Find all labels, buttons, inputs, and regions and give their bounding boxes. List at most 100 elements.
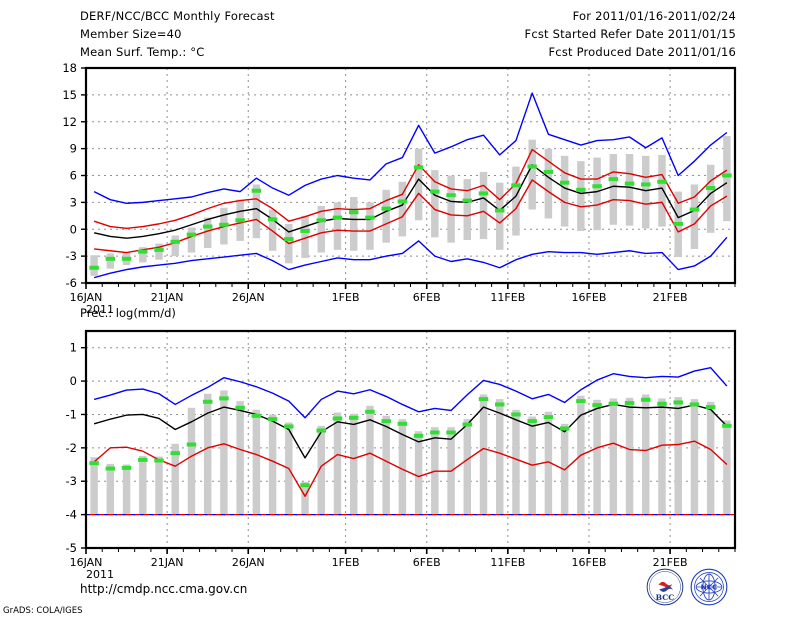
ensemble-spread-bar bbox=[593, 399, 601, 515]
plot-background bbox=[86, 331, 735, 548]
ensemble-spread-bar bbox=[220, 390, 228, 515]
ensemble-spread-bar bbox=[252, 409, 261, 515]
x-axis-tick-label: 11FEB bbox=[490, 556, 525, 569]
ensemble-spread-bar bbox=[658, 154, 666, 227]
median-marker-dash bbox=[397, 199, 408, 204]
series-line-min bbox=[93, 440, 728, 497]
precipitation-variable-label: Prec.: log(mm/d) bbox=[80, 306, 176, 320]
ensemble-spread-bar bbox=[431, 170, 439, 238]
ncc-logo-icon: NCC bbox=[690, 568, 728, 606]
median-marker-dash bbox=[478, 397, 489, 402]
y-axis-tick-label: -6 bbox=[66, 276, 77, 290]
median-marker-dash bbox=[624, 181, 635, 186]
median-marker-dash bbox=[576, 399, 586, 404]
chart-title: DERF/NCC/BCC Monthly Forecast bbox=[80, 9, 275, 23]
ensemble-spread-bar bbox=[560, 155, 569, 227]
median-marker-dash bbox=[592, 403, 602, 408]
x-axis-tick-label: 16FEB bbox=[572, 291, 607, 304]
ensemble-spread-bar bbox=[706, 164, 715, 233]
series-line-mean bbox=[93, 403, 728, 459]
ensemble-spread-bar bbox=[382, 415, 390, 515]
median-marker-dash bbox=[348, 210, 359, 215]
median-marker-dash bbox=[381, 419, 391, 424]
ensemble-spread-bar bbox=[723, 136, 731, 222]
ensemble-spread-bar bbox=[349, 197, 358, 251]
median-marker-dash bbox=[284, 424, 294, 429]
x-axis-tick-label: 26JAN bbox=[232, 291, 265, 304]
ensemble-spread-bar bbox=[544, 148, 553, 219]
y-axis-tick-label: 0 bbox=[70, 374, 77, 388]
panel-precipitation: -5 -4 -3 -2 -1 0 1 16JAN 21JAN 26JAN 1FEB 6FEB 11FEB… bbox=[66, 329, 737, 581]
median-marker-dash bbox=[624, 401, 635, 406]
median-marker-dash bbox=[316, 218, 326, 223]
ensemble-spread-bar bbox=[414, 431, 423, 515]
series-line-min bbox=[93, 236, 728, 279]
x-axis-tick-label: 6FEB bbox=[413, 291, 441, 304]
bcc-logo-icon: BCC bbox=[646, 568, 684, 606]
ensemble-spread-bar bbox=[139, 247, 147, 263]
median-marker-dash bbox=[722, 173, 732, 178]
ensemble-spread-bar bbox=[268, 414, 277, 515]
median-marker-dash bbox=[267, 417, 278, 422]
y-axis-tick-label: -1 bbox=[66, 407, 77, 421]
ensemble-spread-bar bbox=[301, 481, 309, 515]
median-marker-dash bbox=[332, 416, 343, 421]
panel-surface-temperature: -6 -3 0 3 6 9 12 15 18 16JAN 21JAN 26JAN 1FEB 6FEB 11F… bbox=[62, 61, 737, 316]
median-marker-dash bbox=[543, 169, 554, 174]
ensemble-spread-bar bbox=[366, 202, 374, 250]
median-marker-dash bbox=[365, 409, 375, 414]
median-marker-dash bbox=[121, 465, 132, 470]
footer-url[interactable]: http://cmdp.ncc.cma.gov.cn bbox=[80, 582, 248, 596]
median-marker-dash bbox=[397, 421, 408, 426]
grads-credit: GrADS: COLA/IGES bbox=[3, 606, 83, 616]
ensemble-spread-bar bbox=[496, 399, 504, 515]
ensemble-spread-bar bbox=[106, 253, 115, 269]
ensemble-spread-bar bbox=[625, 154, 634, 226]
median-marker-dash bbox=[527, 164, 537, 169]
member-size-label: Member Size=40 bbox=[80, 27, 182, 41]
median-marker-dash bbox=[705, 405, 716, 410]
x-axis-tick-label: 16JAN bbox=[70, 556, 103, 569]
ensemble-spread-bar bbox=[187, 407, 196, 515]
ensemble-spread-bar bbox=[106, 463, 115, 515]
median-marker-dash bbox=[121, 256, 132, 261]
median-marker-dash bbox=[592, 184, 602, 189]
ensemble-spread-bar bbox=[496, 182, 504, 250]
series-line-max bbox=[93, 92, 728, 204]
median-marker-dash bbox=[251, 188, 262, 193]
ensemble-spread-bar bbox=[90, 255, 98, 276]
median-marker-dash bbox=[705, 186, 716, 191]
ensemble-spread-bar bbox=[447, 175, 455, 243]
svg-text:BCC: BCC bbox=[656, 593, 675, 602]
forecast-produced-date-label: Fcst Produced Date 2011/01/16 bbox=[548, 45, 736, 59]
ensemble-spread-bar bbox=[593, 157, 601, 231]
ensemble-spread-bar bbox=[171, 235, 179, 257]
ensemble-spread-bar bbox=[187, 227, 196, 253]
median-marker-dash bbox=[105, 256, 116, 261]
median-marker-dash bbox=[154, 458, 164, 463]
temperature-variable-label: Mean Surf. Temp.: °C bbox=[80, 45, 205, 59]
x-axis-tick-label: 11FEB bbox=[490, 291, 525, 304]
median-marker-dash bbox=[608, 401, 619, 406]
y-axis-tick-label: 9 bbox=[70, 142, 77, 156]
ensemble-spread-bar bbox=[252, 184, 261, 239]
x-axis-tick-label: 26JAN bbox=[232, 556, 265, 569]
ensemble-spread-bar bbox=[398, 181, 407, 237]
median-marker-dash bbox=[219, 222, 229, 227]
median-marker-dash bbox=[413, 165, 424, 170]
ensemble-spread-bar bbox=[349, 413, 358, 515]
median-marker-dash bbox=[89, 461, 99, 466]
ensemble-spread-bar bbox=[333, 412, 342, 515]
median-marker-dash bbox=[105, 466, 116, 471]
ensemble-spread-bar bbox=[139, 455, 147, 515]
y-axis-tick-label: -5 bbox=[66, 541, 77, 555]
median-marker-dash bbox=[235, 405, 245, 410]
median-marker-dash bbox=[559, 180, 570, 185]
median-marker-dash bbox=[430, 430, 440, 435]
median-marker-dash bbox=[138, 457, 148, 462]
median-marker-dash bbox=[348, 415, 359, 420]
y-axis-tick-label: 3 bbox=[70, 195, 77, 209]
ensemble-spread-bar bbox=[463, 419, 472, 515]
median-marker-dash bbox=[527, 419, 537, 424]
